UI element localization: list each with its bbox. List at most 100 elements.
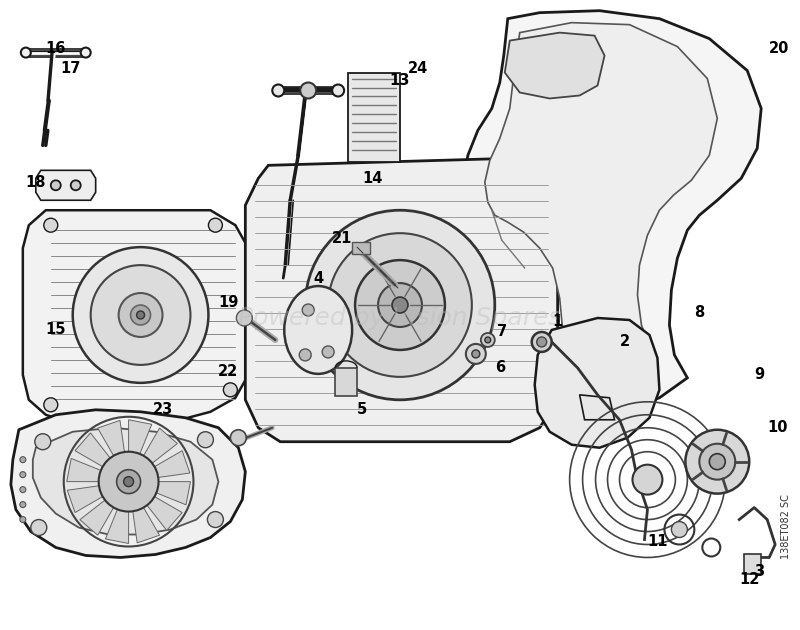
Polygon shape — [134, 428, 178, 474]
Polygon shape — [534, 318, 659, 448]
Circle shape — [31, 520, 46, 536]
Text: 20: 20 — [769, 41, 790, 56]
Text: 7: 7 — [497, 324, 507, 340]
Circle shape — [44, 398, 58, 412]
Circle shape — [20, 486, 26, 493]
Polygon shape — [139, 450, 190, 480]
Circle shape — [20, 457, 26, 462]
Circle shape — [306, 210, 494, 400]
Text: 23: 23 — [152, 403, 173, 417]
Circle shape — [50, 180, 61, 190]
Circle shape — [328, 233, 472, 377]
Circle shape — [21, 48, 31, 57]
Bar — [352, 242, 370, 254]
Polygon shape — [140, 481, 190, 505]
Circle shape — [537, 337, 546, 347]
Text: 24: 24 — [408, 61, 428, 76]
Text: 8: 8 — [694, 304, 705, 319]
Polygon shape — [744, 554, 762, 575]
Circle shape — [130, 305, 150, 325]
Polygon shape — [66, 459, 118, 481]
Circle shape — [236, 310, 252, 326]
Circle shape — [272, 84, 284, 96]
Circle shape — [117, 469, 141, 494]
Polygon shape — [98, 420, 127, 471]
Circle shape — [98, 452, 158, 512]
Bar — [335, 368, 357, 396]
Text: 13: 13 — [390, 73, 410, 88]
Circle shape — [466, 344, 486, 364]
Polygon shape — [485, 23, 718, 382]
Circle shape — [207, 512, 223, 527]
Text: 16: 16 — [46, 41, 66, 56]
Text: 19: 19 — [218, 295, 238, 309]
Text: 5: 5 — [357, 403, 367, 417]
Circle shape — [481, 333, 494, 347]
Circle shape — [20, 472, 26, 478]
Text: 22: 22 — [218, 364, 238, 379]
Text: 6: 6 — [494, 360, 505, 375]
Circle shape — [710, 454, 726, 469]
Polygon shape — [33, 428, 218, 534]
Circle shape — [378, 283, 422, 327]
Circle shape — [198, 432, 214, 448]
Text: 15: 15 — [46, 323, 66, 338]
Circle shape — [118, 293, 162, 337]
Circle shape — [299, 349, 311, 361]
Circle shape — [90, 265, 190, 365]
Polygon shape — [505, 33, 605, 98]
Polygon shape — [106, 493, 129, 544]
Circle shape — [137, 311, 145, 319]
Polygon shape — [580, 395, 614, 420]
Circle shape — [322, 346, 334, 358]
Text: 11: 11 — [647, 534, 668, 549]
Circle shape — [223, 383, 238, 397]
Text: 18: 18 — [26, 175, 46, 190]
Circle shape — [392, 297, 408, 313]
Text: 21: 21 — [332, 231, 352, 246]
Circle shape — [35, 433, 50, 450]
Circle shape — [532, 332, 552, 352]
Circle shape — [633, 465, 662, 495]
Circle shape — [485, 337, 490, 343]
Circle shape — [20, 501, 26, 508]
Circle shape — [300, 83, 316, 98]
Ellipse shape — [284, 286, 352, 374]
Circle shape — [472, 350, 480, 358]
Polygon shape — [36, 170, 96, 200]
Circle shape — [686, 430, 750, 494]
Text: 14: 14 — [362, 171, 382, 186]
Text: 10: 10 — [767, 420, 787, 435]
Circle shape — [671, 522, 687, 537]
Polygon shape — [11, 410, 246, 558]
Circle shape — [230, 430, 246, 445]
Text: 138ET082 SC: 138ET082 SC — [781, 495, 791, 559]
Polygon shape — [129, 420, 152, 471]
Text: Powered by Vision Spares: Powered by Vision Spares — [238, 306, 562, 330]
Circle shape — [81, 48, 90, 57]
Circle shape — [20, 517, 26, 522]
Text: 1: 1 — [553, 314, 562, 329]
Polygon shape — [23, 210, 248, 420]
Polygon shape — [75, 433, 122, 476]
Circle shape — [44, 218, 58, 232]
Text: 12: 12 — [739, 572, 759, 587]
Polygon shape — [130, 492, 159, 543]
Circle shape — [699, 444, 735, 479]
Circle shape — [124, 477, 134, 486]
Circle shape — [302, 304, 314, 316]
Text: 3: 3 — [754, 564, 764, 579]
Text: 4: 4 — [313, 270, 323, 285]
Text: 9: 9 — [754, 367, 764, 382]
Polygon shape — [67, 483, 118, 513]
Circle shape — [73, 247, 209, 383]
Text: 17: 17 — [61, 61, 81, 76]
Circle shape — [332, 84, 344, 96]
Polygon shape — [246, 158, 558, 442]
Polygon shape — [80, 489, 122, 536]
Circle shape — [355, 260, 445, 350]
Polygon shape — [465, 11, 762, 410]
Circle shape — [209, 218, 222, 232]
Polygon shape — [136, 488, 182, 530]
Bar — [348, 72, 400, 163]
